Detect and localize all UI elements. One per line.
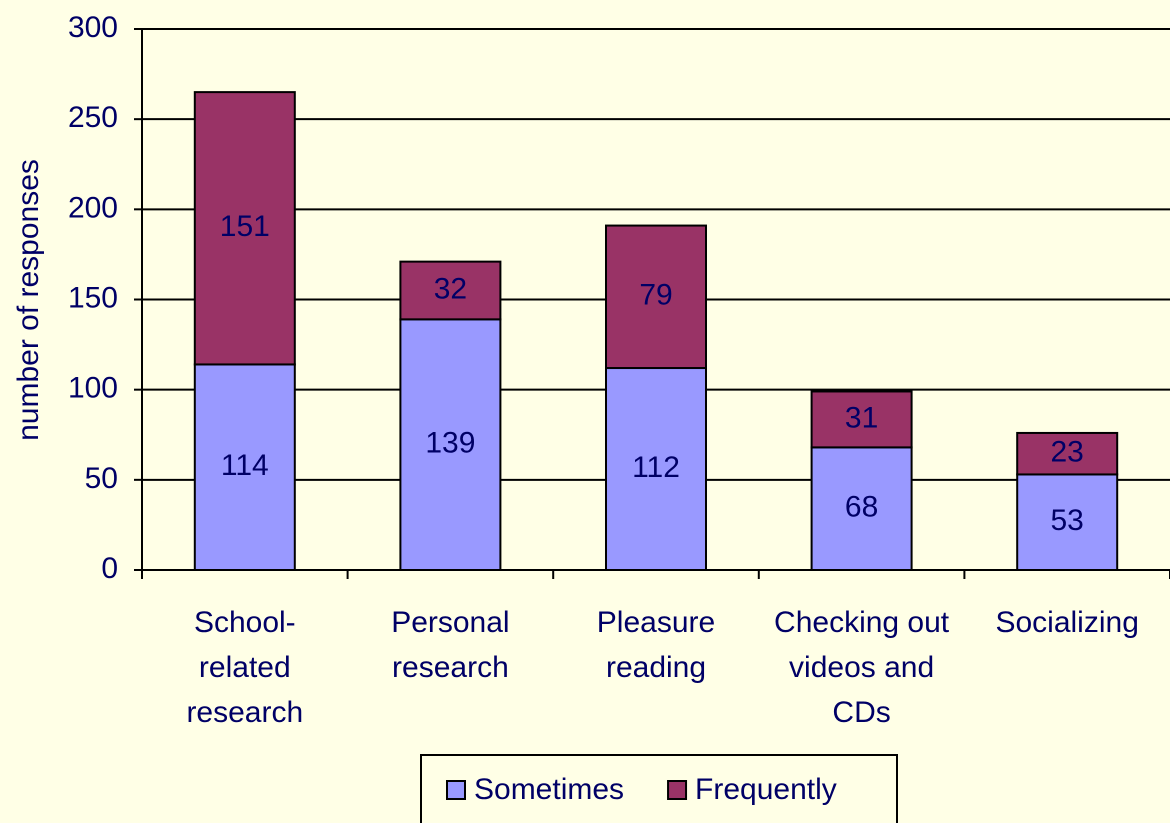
data-label: 112 (632, 451, 680, 484)
y-axis-label: number of responses (12, 159, 45, 441)
data-label: 31 (845, 401, 878, 434)
y-tick-label: 100 (68, 372, 118, 405)
data-label: 79 (639, 279, 672, 312)
data-label: 23 (1051, 436, 1084, 469)
y-tick-label: 300 (68, 11, 118, 44)
bar-segment (399, 260, 502, 321)
x-tick-label: School-related research (186, 606, 304, 729)
data-label: 53 (1051, 504, 1084, 537)
data-label: 151 (220, 210, 270, 243)
legend-swatch (667, 780, 688, 800)
bar-segment (810, 390, 913, 449)
bar-segment (193, 91, 296, 366)
x-tick-label: Pleasure reading (596, 606, 716, 684)
x-tick-label: Socializing (995, 606, 1139, 639)
x-tick-label: Checking out videos and CDs (774, 606, 950, 729)
data-label: 68 (845, 491, 878, 524)
legend-swatch (446, 780, 466, 800)
legend-label: Sometimes (474, 773, 624, 806)
y-tick-label: 150 (68, 281, 118, 314)
data-label: 114 (221, 449, 269, 482)
bar-segment (1016, 431, 1119, 476)
x-tick-label: Personal research (391, 606, 510, 684)
legend-box (420, 754, 898, 823)
bar-segment (810, 446, 913, 571)
y-tick-label: 250 (68, 101, 118, 134)
y-tick-label: 50 (85, 462, 118, 495)
legend-label: Frequently (695, 773, 837, 806)
y-tick-label: 0 (101, 552, 118, 585)
bar-segment (399, 318, 502, 571)
bar-segment (605, 367, 707, 571)
y-tick-label: 200 (68, 191, 118, 224)
data-label: 32 (434, 272, 467, 305)
data-label: 139 (425, 427, 475, 460)
bar-segment (1016, 473, 1119, 572)
bar-segment (605, 224, 707, 370)
